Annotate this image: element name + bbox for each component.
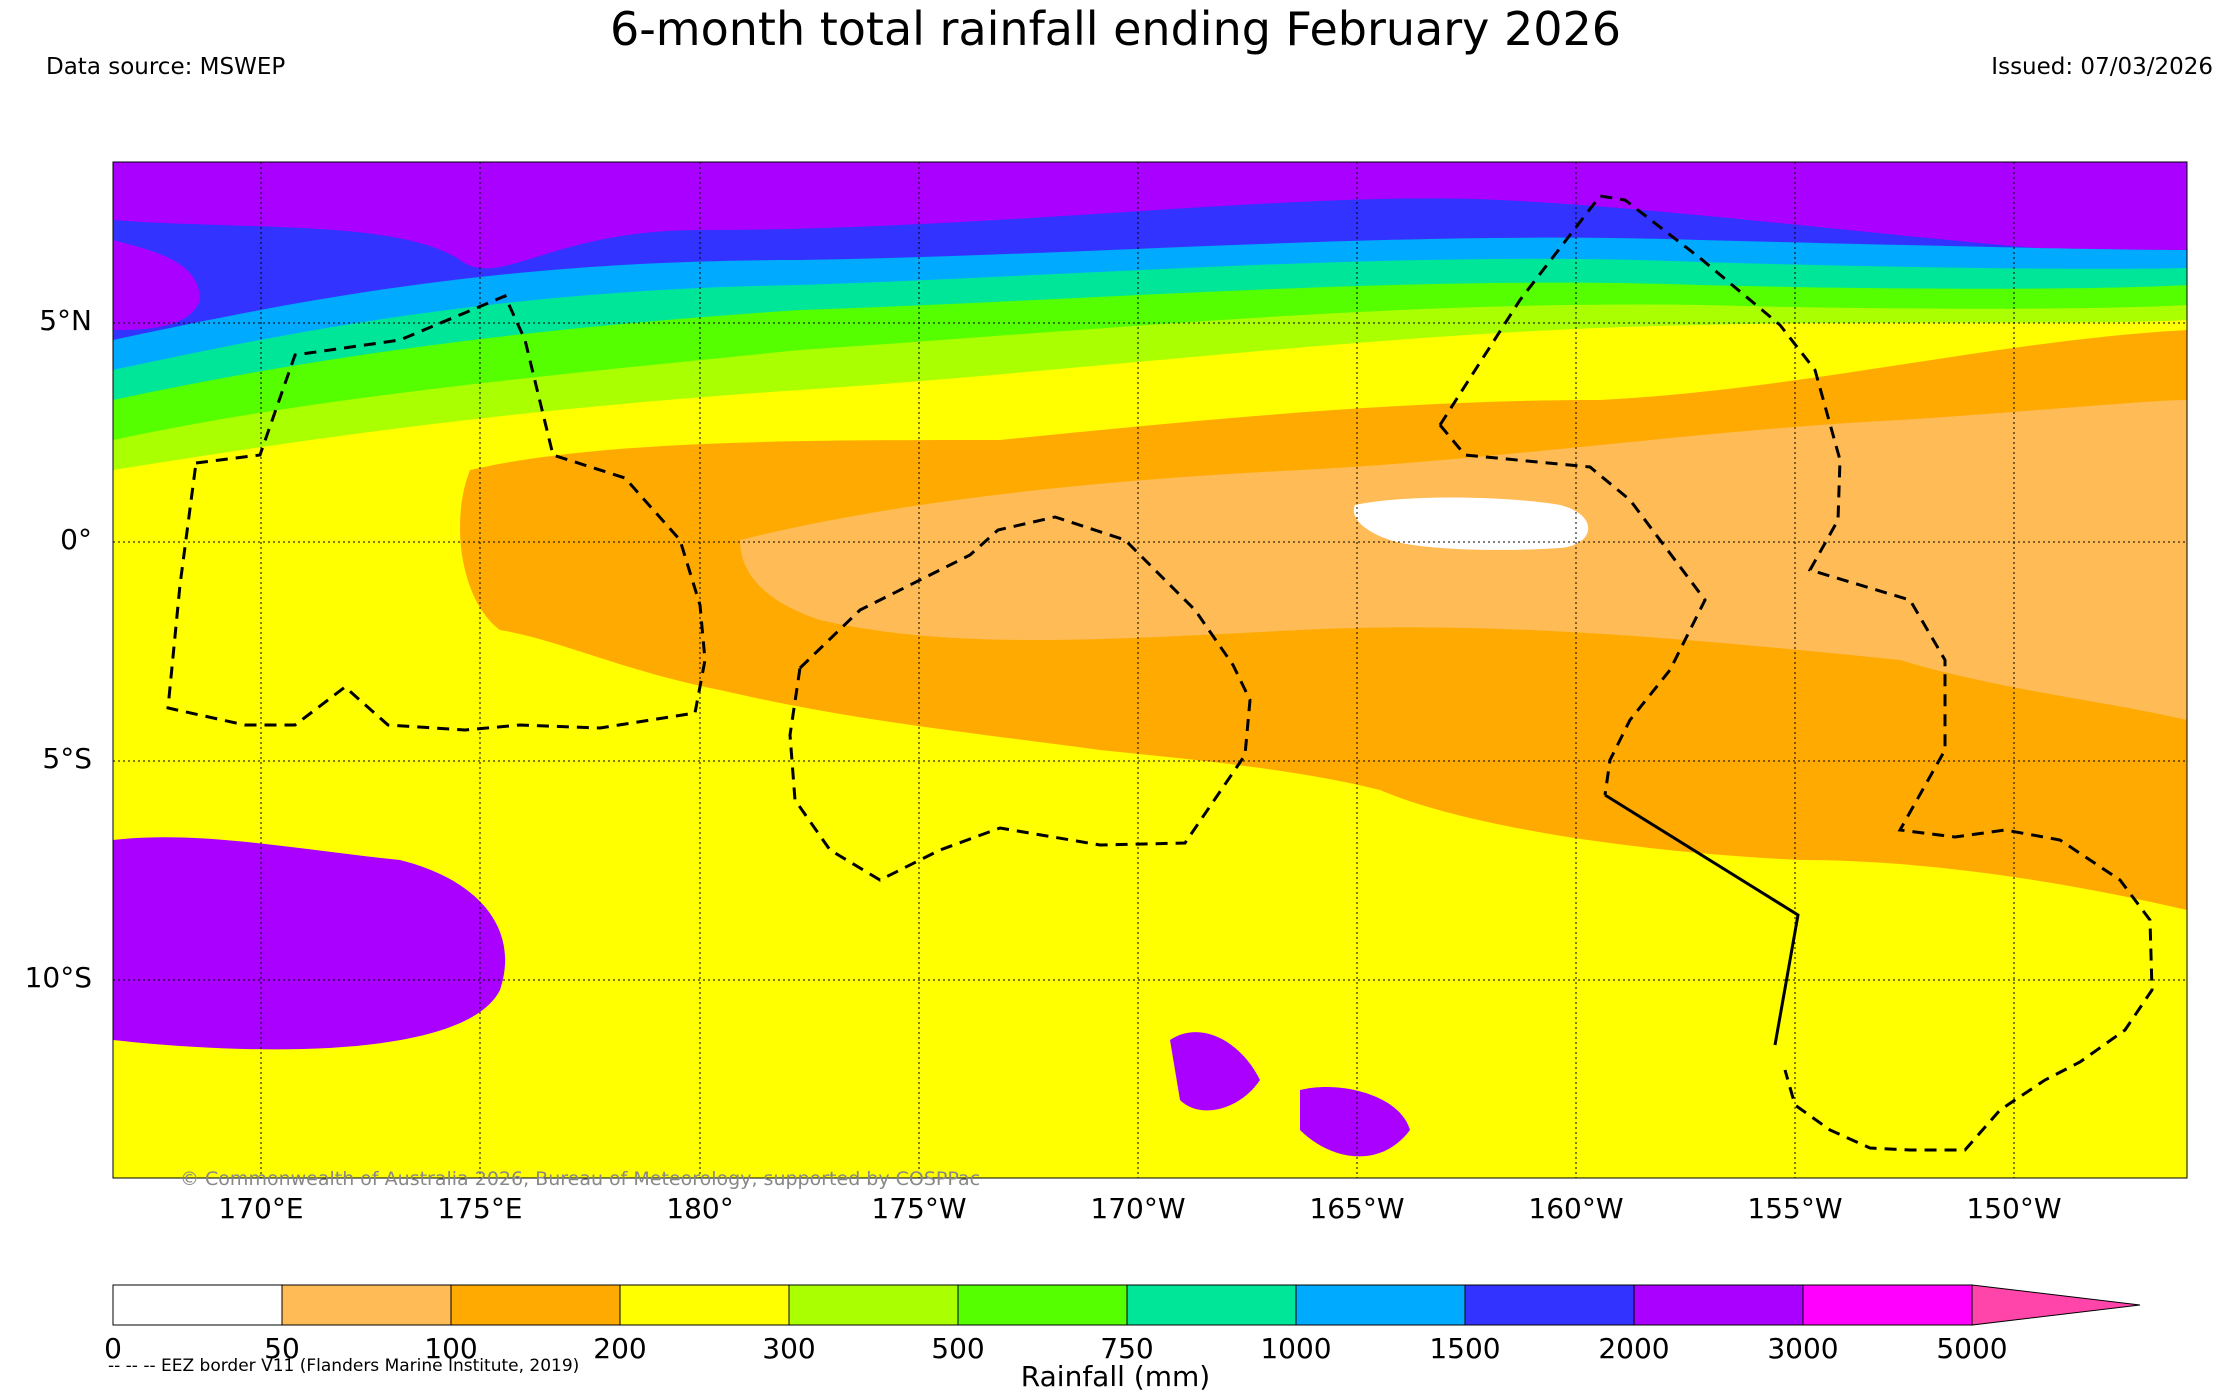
colorbar-tick-2000: 2000 (1598, 1332, 1670, 1365)
lon-label-170w: 170°W (1090, 1192, 1186, 1225)
lon-label-175w: 175°W (871, 1192, 967, 1225)
graticule (113, 162, 2187, 1178)
lon-label-175e: 175°E (437, 1192, 523, 1225)
lon-label-155w: 155°W (1747, 1192, 1843, 1225)
colorbar-segment-300-500 (788, 1284, 959, 1326)
colorbar-segment-0-50 (112, 1284, 283, 1326)
colorbar-tick-200: 200 (593, 1332, 647, 1365)
colorbar-segment-50-100 (281, 1284, 452, 1326)
lon-label-150w: 150°W (1966, 1192, 2062, 1225)
colorbar-extend-arrow (1971, 1284, 2141, 1326)
data-source-label: Data source: MSWEP (46, 54, 286, 80)
colorbar-tick-1500: 1500 (1429, 1332, 1501, 1365)
colorbar-segment-500-750 (957, 1284, 1128, 1326)
colorbar-segment-100-200 (450, 1284, 621, 1326)
colorbar-tick-1000: 1000 (1260, 1332, 1332, 1365)
colorbar-segment-2000-3000 (1633, 1284, 1804, 1326)
lat-label-5s: 5°S (42, 742, 92, 775)
colorbar-segment-1500-2000 (1464, 1284, 1635, 1326)
lon-label-165w: 165°W (1309, 1192, 1405, 1225)
rainfall-bands (113, 162, 2187, 1178)
colorbar-segment-750-1000 (1126, 1284, 1297, 1326)
lon-label-170e: 170°E (218, 1192, 304, 1225)
colorbar-tick-100: 100 (424, 1332, 478, 1365)
colorbar-tick-0: 0 (104, 1332, 122, 1365)
colorbar-tick-3000: 3000 (1767, 1332, 1839, 1365)
lat-label-0: 0° (60, 523, 92, 556)
eez-boundary-solid (1604, 793, 1800, 1046)
issued-date-label: Issued: 07/03/2026 (1991, 54, 2213, 80)
eez-borders (166, 194, 2154, 1152)
lat-label-10s: 10°S (24, 961, 92, 994)
colorbar-title: Rainfall (mm) (1020, 1360, 1211, 1393)
lon-label-180: 180° (666, 1192, 734, 1225)
copyright-notice: © Commonwealth of Australia 2026, Bureau… (180, 1168, 981, 1190)
colorbar-tick-500: 500 (931, 1332, 985, 1365)
colorbar-segment-3000-5000 (1802, 1284, 1973, 1326)
lat-label-5n: 5°N (39, 304, 92, 337)
lon-label-160w: 160°W (1528, 1192, 1624, 1225)
plot-frame (112, 161, 2188, 1179)
colorbar-tick-5000: 5000 (1936, 1332, 2008, 1365)
colorbar-segment-200-300 (619, 1284, 790, 1326)
map-title: 6-month total rainfall ending February 2… (609, 2, 1622, 56)
colorbar (112, 1284, 2141, 1326)
colorbar-tick-750: 750 (1100, 1332, 1154, 1365)
colorbar-tick-300: 300 (762, 1332, 816, 1365)
colorbar-tick-50: 50 (264, 1332, 300, 1365)
eez-border-note: -- -- -- EEZ border V11 (Flanders Marine… (108, 1356, 580, 1376)
colorbar-segment-1000-1500 (1295, 1284, 1466, 1326)
